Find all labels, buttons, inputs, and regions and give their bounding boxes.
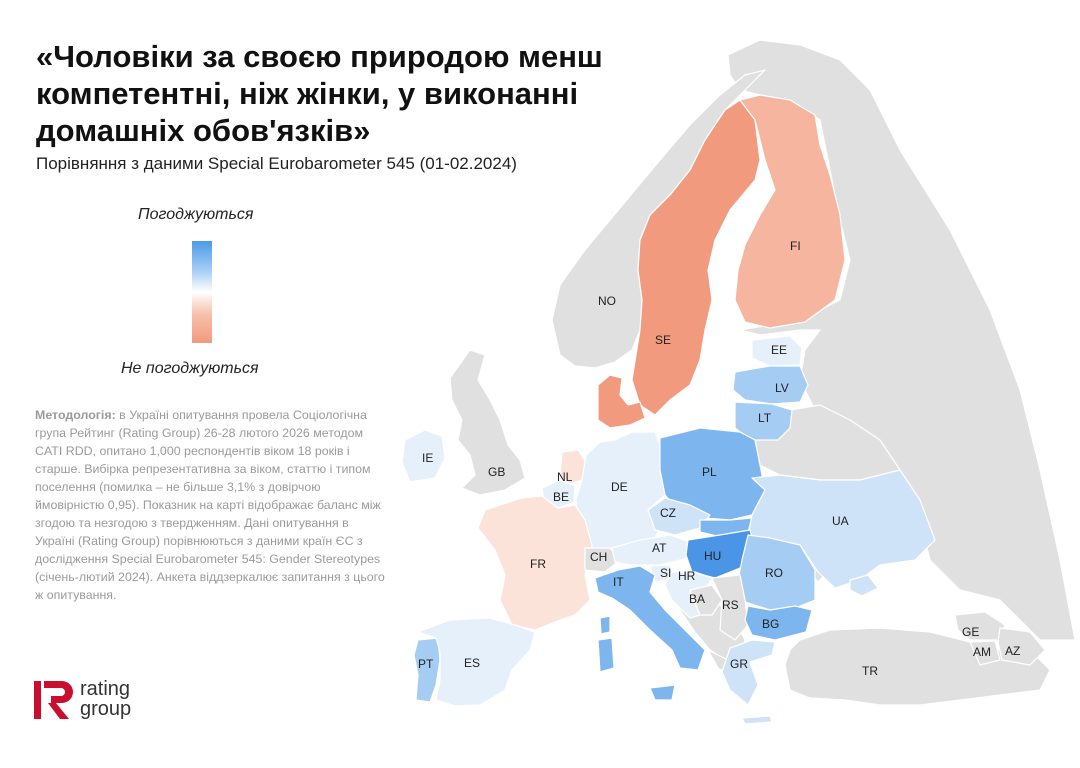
label-hr: HR xyxy=(678,569,696,583)
label-se: SE xyxy=(655,333,671,347)
page-title: «Чоловіки за своєю природою менш компете… xyxy=(36,38,636,149)
map-country-se xyxy=(631,99,761,416)
label-ee: EE xyxy=(771,343,787,357)
logo-wordmark: rating group xyxy=(80,679,131,719)
label-ge: GE xyxy=(962,625,979,639)
rating-group-logo: rating group xyxy=(34,679,154,721)
map-country-dk xyxy=(597,374,646,429)
map-country-rs xyxy=(711,574,749,641)
map-country-ch xyxy=(584,547,621,573)
map-country-ba xyxy=(689,584,723,616)
map-region-sicily xyxy=(649,684,676,701)
map-country-lv xyxy=(732,365,809,405)
label-at: AT xyxy=(652,541,667,555)
label-fi: FI xyxy=(790,239,801,253)
label-tr: TR xyxy=(862,664,878,678)
label-cz: CZ xyxy=(660,506,676,520)
europe-map: NO SE FI EE LV LT IE GB NL BE DE PL CZ U… xyxy=(401,40,1076,725)
map-country-lt xyxy=(734,401,793,441)
title-line-1: «Чоловіки за своєю природою менш xyxy=(36,39,603,74)
label-pt: PT xyxy=(418,657,434,671)
label-gr: GR xyxy=(730,657,748,671)
legend-agree-label: Погоджуються xyxy=(138,206,254,223)
label-it: IT xyxy=(613,575,624,589)
label-es: ES xyxy=(464,656,480,670)
legend-color-scale xyxy=(192,241,212,343)
label-bg: BG xyxy=(762,617,779,631)
label-ie: IE xyxy=(422,451,433,465)
label-no: NO xyxy=(598,294,616,308)
label-pl: PL xyxy=(702,465,717,479)
label-hu: HU xyxy=(704,549,721,563)
map-country-gr xyxy=(721,639,776,706)
label-gb: GB xyxy=(488,465,505,479)
label-ba: BA xyxy=(689,592,705,606)
map-country-it xyxy=(594,565,706,671)
map-country-gb xyxy=(449,349,526,496)
label-ua: UA xyxy=(832,514,849,528)
label-az: AZ xyxy=(1005,644,1020,658)
logo-line-2: group xyxy=(80,698,132,720)
map-region-crete xyxy=(741,715,773,725)
label-nl: NL xyxy=(557,470,573,484)
methodology-label: Методологія: xyxy=(35,408,116,422)
map-region-crimea xyxy=(849,574,879,597)
map-country-es xyxy=(417,617,536,707)
map-country-am xyxy=(969,640,1001,666)
map-country-fr xyxy=(477,495,593,631)
methodology-body: в Україні опитування провела Соціологічн… xyxy=(35,408,385,602)
map-labels: NO SE FI EE LV LT IE GB NL BE DE PL CZ U… xyxy=(418,239,1020,678)
label-de: DE xyxy=(611,480,628,494)
map-region-corsica xyxy=(599,615,611,635)
page-subtitle: Порівняння з даними Special Eurobaromete… xyxy=(36,154,517,173)
map-country-ie xyxy=(401,429,446,483)
map-region-sardinia xyxy=(597,637,615,673)
label-lv: LV xyxy=(775,381,789,395)
label-ro: RO xyxy=(765,566,783,580)
map-country-fi xyxy=(734,94,846,329)
label-am: AM xyxy=(973,645,991,659)
label-rs: RS xyxy=(722,598,739,612)
map-country-bg xyxy=(744,605,813,641)
logo-line-1: rating xyxy=(80,678,131,700)
label-ch: CH xyxy=(590,550,607,564)
title-line-3: домашніх обов'язків» xyxy=(36,113,371,148)
methodology-text: Методологія: в Україні опитування провел… xyxy=(35,406,385,604)
label-si: SI xyxy=(660,566,671,580)
legend-disagree-label: Не погоджуються xyxy=(121,360,259,377)
map-country-az xyxy=(997,627,1046,666)
title-line-2: компетентні, ніж жінки, у виконанні xyxy=(36,76,579,111)
label-fr: FR xyxy=(530,557,546,571)
rating-logo-icon xyxy=(34,681,73,719)
label-lt: LT xyxy=(758,411,772,425)
label-be: BE xyxy=(553,490,569,504)
map-country-ee xyxy=(751,335,803,367)
